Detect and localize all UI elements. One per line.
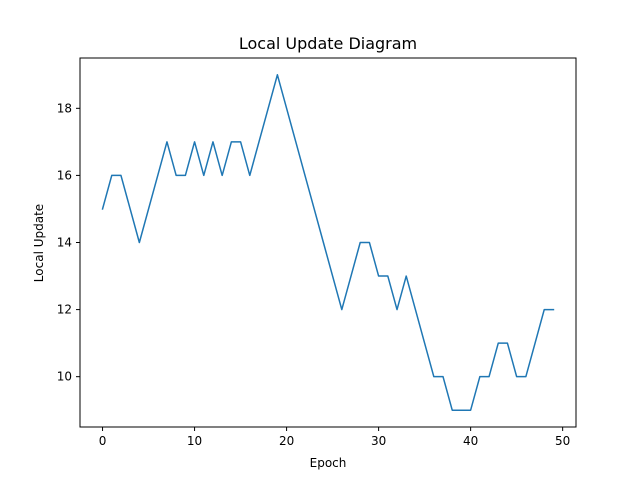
- x-axis-label: Epoch: [310, 456, 347, 470]
- tick-layer: 0 10 20 30 40 50 10 12 14 16 18: [57, 101, 571, 448]
- x-tick-label: 30: [371, 434, 386, 448]
- y-tick-label: 14: [57, 236, 72, 250]
- chart-title: Local Update Diagram: [239, 34, 417, 53]
- x-tick-label: 20: [279, 434, 294, 448]
- y-tick-label: 10: [57, 370, 72, 384]
- series-line: [101, 74, 555, 411]
- y-tick-label: 12: [57, 303, 72, 317]
- x-tick-label: 0: [99, 434, 107, 448]
- x-tick-label: 50: [555, 434, 570, 448]
- plot-area: 0 10 20 30 40 50 10 12 14 16 18: [57, 57, 577, 448]
- series-layer: [101, 74, 555, 411]
- x-tick-label: 40: [463, 434, 478, 448]
- y-tick-label: 18: [57, 101, 72, 115]
- x-tick-label: 10: [187, 434, 202, 448]
- y-tick-label: 16: [57, 168, 72, 182]
- axes-frame: [79, 57, 577, 428]
- y-axis-label: Local Update: [32, 204, 46, 282]
